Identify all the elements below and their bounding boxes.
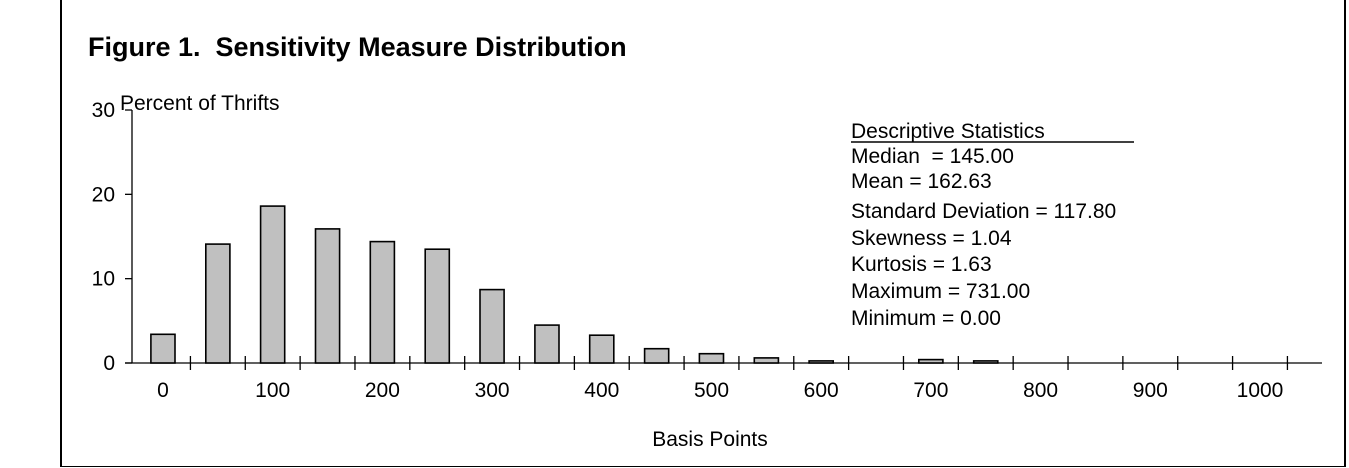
x-axis-label: Basis Points: [652, 428, 768, 451]
x-tick-label: 300: [475, 379, 510, 402]
x-tick-label: 400: [584, 379, 619, 402]
y-tick-label: 20: [92, 183, 115, 206]
histogram-bar: [424, 248, 451, 364]
stats-heading: Descriptive Statistics: [851, 120, 1045, 143]
figure-frame: [60, 0, 1346, 467]
y-tick-label: 0: [103, 352, 115, 375]
stat-mean: Mean = 162.63: [851, 170, 992, 193]
y-tick-label: 30: [92, 99, 115, 122]
histogram-bar: [753, 357, 780, 364]
x-tick-label: 200: [365, 379, 400, 402]
x-tick-label: 1000: [1237, 379, 1284, 402]
histogram-bar: [808, 360, 834, 364]
histogram-bar: [479, 288, 505, 364]
histogram-bar: [205, 243, 231, 364]
bars: [150, 205, 999, 364]
x-tick-label: 0: [157, 379, 169, 402]
histogram-bar: [150, 333, 176, 364]
stat-minimum: Minimum = 0.00: [851, 307, 1001, 330]
histogram-bar: [314, 228, 341, 364]
stat-skewness: Skewness = 1.04: [851, 227, 1012, 250]
stat-kurtosis: Kurtosis = 1.63: [851, 253, 992, 276]
x-tick-label: 500: [694, 379, 729, 402]
histogram-bar: [534, 324, 560, 364]
histogram-bar: [259, 205, 286, 364]
stat-median: Median = 145.00: [851, 145, 1014, 168]
x-tick-label: 100: [255, 379, 290, 402]
y-axis-label: Percent of Thrifts: [120, 92, 280, 115]
histogram-bar: [917, 358, 944, 364]
y-tick-label: 10: [92, 268, 115, 291]
histogram-bar: [588, 334, 615, 364]
histogram-bar: [698, 352, 725, 364]
stat-standard-deviation: Standard Deviation = 117.80: [851, 200, 1116, 223]
descriptive-statistics: Descriptive Statistics Median = 145.00 M…: [851, 120, 1134, 330]
x-tick-label: 900: [1133, 379, 1168, 402]
chart-title: Figure 1. Sensitivity Measure Distributi…: [88, 32, 627, 62]
histogram-bar: [972, 360, 999, 364]
axes: [125, 109, 1322, 370]
histogram-bar: [369, 240, 396, 364]
x-tick-label: 600: [804, 379, 839, 402]
histogram-bar: [643, 347, 670, 364]
x-tick-label: 700: [913, 379, 948, 402]
x-tick-label: 800: [1023, 379, 1058, 402]
stat-maximum: Maximum = 731.00: [851, 280, 1030, 303]
